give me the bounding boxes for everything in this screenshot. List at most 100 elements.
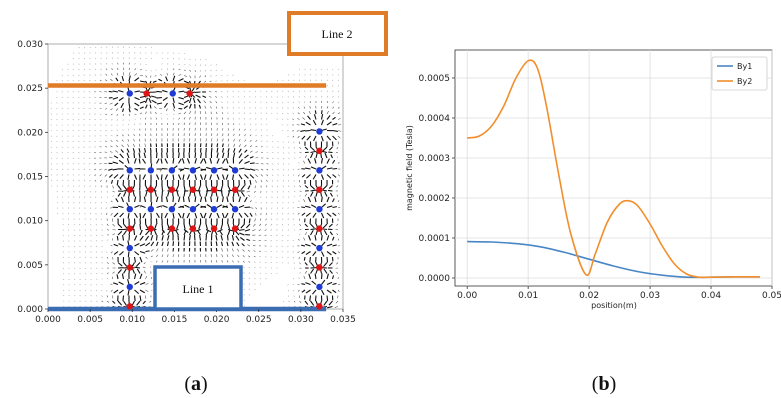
field-arrow	[264, 223, 267, 226]
field-arrow	[255, 134, 257, 137]
field-arrow	[100, 52, 102, 54]
field-arrow	[139, 250, 146, 254]
field-arrow	[281, 118, 284, 120]
field-arrow	[78, 46, 80, 49]
field-arrow	[198, 104, 202, 109]
field-arrow	[145, 57, 147, 60]
field-arrow	[182, 174, 185, 180]
field-arrow	[227, 128, 229, 131]
field-arrow	[139, 223, 142, 230]
field-arrow	[215, 106, 218, 109]
field-arrow	[203, 158, 207, 164]
field-arrow	[309, 106, 311, 109]
field-arrow	[312, 289, 317, 295]
field-arrow	[301, 289, 306, 293]
field-arrow	[145, 223, 149, 230]
field-arrow	[249, 179, 252, 185]
field-arrow	[293, 256, 295, 259]
field-arrow	[106, 190, 108, 193]
field-arrow	[326, 205, 333, 209]
field-arrow	[249, 134, 252, 137]
field-arrow	[194, 203, 200, 208]
field-arrow	[110, 113, 113, 116]
field-arrow	[221, 101, 223, 104]
field-arrow	[139, 295, 142, 302]
field-arrow	[336, 194, 339, 197]
field-arrow	[112, 300, 116, 304]
field-arrow	[293, 190, 296, 193]
field-arrow	[304, 300, 309, 305]
field-arrow	[72, 168, 75, 171]
field-arrow	[304, 223, 308, 228]
field-arrow	[101, 256, 103, 259]
field-arrow	[247, 244, 251, 247]
field-arrow	[121, 75, 125, 82]
field-arrow	[299, 195, 301, 197]
field-arrow	[56, 179, 58, 182]
field-arrow	[205, 191, 208, 197]
field-arrow	[337, 174, 341, 177]
field-arrow	[133, 235, 138, 241]
field-arrow	[100, 185, 102, 188]
field-arrow	[61, 179, 64, 182]
y-tick-label: 0.0003	[419, 154, 451, 164]
field-arrow	[301, 251, 306, 255]
field-arrow	[139, 273, 143, 280]
field-arrow	[323, 268, 328, 274]
field-arrow	[113, 212, 119, 218]
y-tick-label: 0.010	[17, 217, 43, 227]
field-arrow	[188, 234, 191, 241]
field-arrow	[95, 295, 98, 297]
south-pole-dot	[231, 225, 239, 232]
field-arrow	[139, 256, 143, 263]
field-arrow	[321, 165, 327, 170]
field-arrow	[144, 104, 148, 109]
field-arrow	[83, 57, 86, 60]
field-arrow	[222, 205, 229, 209]
x-tick-label: 0.01	[518, 291, 538, 301]
field-arrow	[199, 234, 202, 241]
field-arrow	[266, 163, 269, 165]
field-arrow	[128, 123, 130, 126]
field-arrow	[244, 228, 251, 232]
field-arrow	[62, 273, 65, 275]
field-arrow	[305, 121, 311, 126]
field-arrow	[244, 154, 249, 159]
field-arrow	[281, 256, 284, 258]
field-arrow	[239, 237, 245, 241]
field-arrow	[192, 97, 196, 104]
field-arrow	[177, 174, 182, 180]
field-arrow	[194, 174, 198, 180]
field-arrow	[328, 146, 333, 151]
field-arrow	[238, 196, 242, 203]
field-arrow	[238, 144, 241, 148]
field-arrow	[110, 108, 113, 111]
field-arrow	[67, 168, 69, 171]
field-arrow	[72, 57, 75, 60]
field-arrow	[156, 260, 158, 263]
field-arrow	[120, 196, 125, 203]
field-arrow	[133, 158, 137, 164]
field-arrow	[260, 146, 263, 148]
field-arrow	[259, 283, 262, 285]
field-arrow	[116, 274, 119, 280]
field-arrow	[166, 152, 169, 159]
field-arrow	[336, 156, 339, 159]
field-arrow	[216, 260, 218, 263]
field-arrow	[281, 229, 284, 231]
field-arrow	[95, 234, 98, 237]
field-arrow	[222, 138, 224, 142]
field-arrow	[117, 223, 123, 229]
field-arrow	[156, 248, 159, 252]
field-arrow	[320, 174, 325, 180]
field-arrow	[154, 191, 158, 197]
field-arrow	[326, 95, 328, 98]
field-arrow	[260, 134, 263, 137]
field-arrow	[221, 248, 223, 252]
field-arrow	[161, 185, 164, 192]
field-arrow	[215, 241, 218, 247]
field-arrow	[326, 196, 330, 203]
field-arrow	[99, 74, 102, 76]
field-arrow	[117, 192, 121, 197]
field-arrow	[79, 273, 81, 275]
